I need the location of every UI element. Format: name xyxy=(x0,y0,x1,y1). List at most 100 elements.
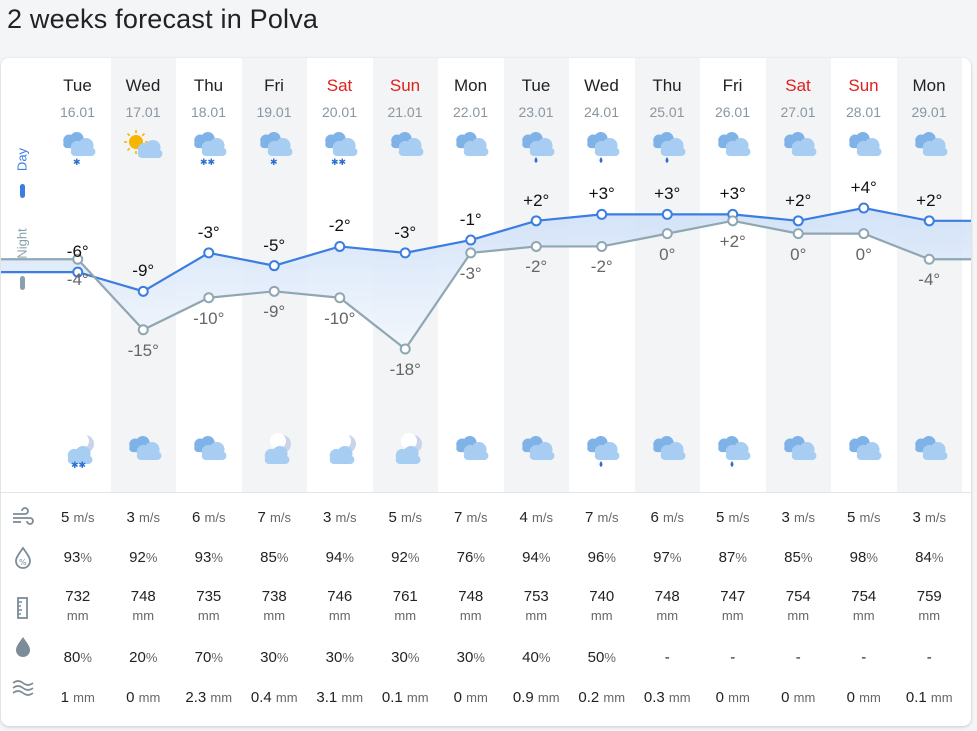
humidity-value: 93% xyxy=(194,549,223,566)
day-temperature: -3° xyxy=(394,222,417,242)
night-temperature: 0° xyxy=(855,244,872,264)
wind-speed: 5 m/s xyxy=(61,509,95,526)
night-temperature-point xyxy=(727,215,739,227)
day-name: Sat xyxy=(326,76,353,95)
precipitation-value: 3.1 mm xyxy=(316,689,364,706)
cloudy-icon xyxy=(766,126,831,166)
pressure-value: 748 mm xyxy=(458,588,484,623)
precipitation-value: 0 mm xyxy=(781,689,816,706)
cloud-snow-light-icon: ✱ xyxy=(45,126,110,168)
cloud-rain-icon xyxy=(569,126,634,166)
night-temperature: -4° xyxy=(918,270,941,290)
day-date: 24.01 xyxy=(583,104,620,120)
wind-speed: 3 m/s xyxy=(126,509,160,526)
wind-speed: 4 m/s xyxy=(519,509,553,526)
precip-probability-value: 30% xyxy=(260,649,289,666)
day-temperature-point xyxy=(72,266,84,278)
wind-speed: 6 m/s xyxy=(650,509,684,526)
precipitation-icon xyxy=(11,676,35,700)
night-temperature-line xyxy=(1,219,971,351)
cloudy-icon xyxy=(373,126,438,166)
cloudy-icon xyxy=(176,430,241,470)
night-temperature-point xyxy=(923,253,935,265)
cloudy-icon xyxy=(897,126,962,166)
humidity-value: 98% xyxy=(849,549,878,566)
moon-cloud-icon xyxy=(307,430,372,470)
column-background xyxy=(503,58,569,492)
humidity-value: 85% xyxy=(784,549,813,566)
day-temperature-point xyxy=(596,208,608,220)
day-name: Wed xyxy=(125,76,161,95)
day-date: 17.01 xyxy=(125,104,161,120)
pressure-value: 753 mm xyxy=(523,588,549,623)
humidity-value: 94% xyxy=(522,549,551,566)
humidity-value: 93% xyxy=(63,549,92,566)
wind-icon xyxy=(11,506,35,530)
day-temperature: -3° xyxy=(197,222,220,242)
temperature-chart xyxy=(1,202,971,355)
day-date: 19.01 xyxy=(256,104,292,120)
precip-probability-value: 70% xyxy=(194,649,223,666)
day-date: 21.01 xyxy=(387,104,423,120)
night-temperature: 0° xyxy=(659,244,676,264)
day-temperature: +3° xyxy=(654,184,681,204)
wind-speed: 7 m/s xyxy=(585,509,619,526)
day-temperature-line xyxy=(1,206,971,293)
pressure-value: 748 mm xyxy=(130,588,156,623)
wind-speed: 3 m/s xyxy=(781,509,815,526)
night-temperature: +2° xyxy=(719,231,746,251)
night-temperature: -2° xyxy=(590,257,613,277)
cloud-rain-icon xyxy=(504,126,569,166)
day-date: 29.01 xyxy=(911,104,947,120)
day-temperature-point xyxy=(661,208,673,220)
svg-text:%: % xyxy=(19,558,27,567)
day-temperature: -2° xyxy=(328,216,351,236)
day-date: 27.01 xyxy=(780,104,816,120)
pressure-value: 747 mm xyxy=(720,588,746,623)
night-temperature-point xyxy=(399,343,411,355)
day-date: 25.01 xyxy=(649,104,685,120)
wind-speed: 5 m/s xyxy=(716,509,750,526)
precipitation-value: 0.1 mm xyxy=(905,689,953,706)
night-temperature: -4° xyxy=(66,270,89,290)
day-temperature: +2° xyxy=(785,190,812,210)
day-temperature: -1° xyxy=(459,210,482,230)
cloudy-icon xyxy=(111,430,176,470)
precipitation-value: 0.4 mm xyxy=(250,689,298,706)
cloud-rain-icon xyxy=(635,126,700,166)
day-name: Fri xyxy=(264,76,284,95)
cloudy-icon xyxy=(897,430,962,470)
day-date: 18.01 xyxy=(190,104,227,120)
pressure-value: 761 mm xyxy=(392,588,418,623)
day-temperature-point xyxy=(203,247,215,259)
precip-probability-value: 40% xyxy=(522,649,551,666)
svg-text:✱✱: ✱✱ xyxy=(331,158,346,166)
day-name: Wed xyxy=(584,76,619,95)
night-temperature-point xyxy=(858,228,870,240)
precipitation-value: 2.3 mm xyxy=(185,689,233,706)
pressure-value: 740 mm xyxy=(589,588,615,623)
cloud-snow-icon: ✱✱ xyxy=(307,126,372,168)
cloudy-icon xyxy=(700,126,765,166)
wind-speed: 7 m/s xyxy=(454,509,488,526)
day-name: Fri xyxy=(722,76,743,95)
column-background xyxy=(765,58,831,492)
night-temperature: -2° xyxy=(525,257,548,277)
pressure-value: 759 mm xyxy=(916,588,942,623)
night-temperature: -15° xyxy=(127,340,159,360)
svg-text:✱✱: ✱✱ xyxy=(200,158,215,166)
forecast-card: Day Night Tue 16.01 ✱ ✱✱ Wed 17.01 xyxy=(1,58,971,726)
humidity-value: 94% xyxy=(325,549,354,566)
wind-speed: 3 m/s xyxy=(323,509,357,526)
sun-cloud-icon xyxy=(111,126,176,166)
day-temperature: +3° xyxy=(588,184,615,204)
humidity-value: 92% xyxy=(391,549,420,566)
precip-probability-value: 20% xyxy=(129,649,158,666)
night-temperature-point xyxy=(596,240,608,252)
humidity-value: 92% xyxy=(129,549,158,566)
humidity-value: 97% xyxy=(653,549,682,566)
day-temperature: -6° xyxy=(66,242,89,262)
cloudy-icon xyxy=(504,430,569,470)
day-date: 20.01 xyxy=(321,104,358,120)
day-name: Thu xyxy=(193,76,224,95)
